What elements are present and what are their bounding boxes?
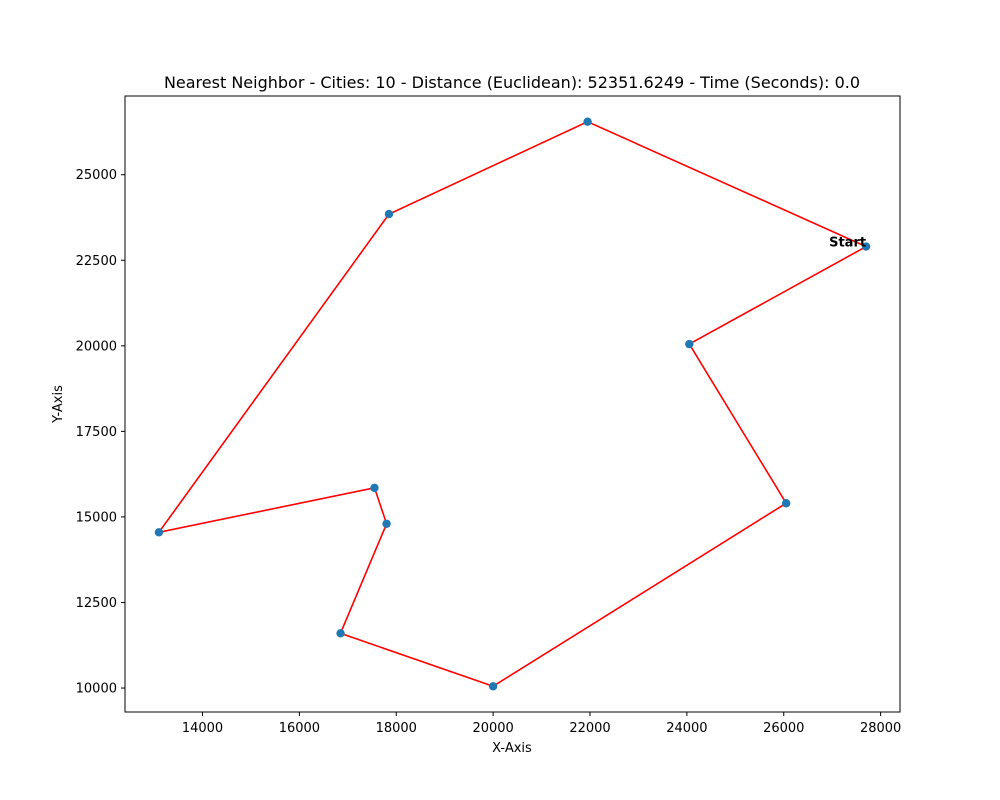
x-tick-label: 18000 — [376, 721, 417, 736]
x-tick-label: 22000 — [569, 721, 610, 736]
city-point — [384, 209, 394, 219]
x-tick-label: 16000 — [279, 721, 320, 736]
x-tick-label: 20000 — [472, 721, 513, 736]
x-axis-ticks: 14000 16000 18000 20000 22000 24000 26000 28000 — [182, 712, 901, 736]
y-tick-label: 15000 — [76, 510, 117, 525]
x-tick-label: 24000 — [666, 721, 707, 736]
y-tick-label: 17500 — [76, 425, 117, 440]
x-tick-label: 26000 — [763, 721, 804, 736]
city-point — [154, 528, 164, 537]
y-tick-label: 22500 — [76, 254, 117, 269]
city-point — [583, 117, 592, 126]
y-axis-ticks: 10000 12500 15000 17500 20000 22500 25000 — [76, 168, 125, 697]
city-point — [370, 483, 379, 493]
city-point — [382, 519, 391, 528]
chart-title: Nearest Neighbor - Cities: 10 - Distance… — [164, 73, 860, 92]
y-tick-label: 20000 — [76, 339, 117, 354]
y-tick-label: 25000 — [76, 168, 117, 183]
city-point — [861, 242, 871, 251]
y-axis-label: Y-Axis — [51, 385, 66, 424]
city-point — [781, 499, 791, 508]
y-tick-label: 12500 — [76, 596, 117, 611]
y-tick-label: 10000 — [76, 682, 117, 697]
city-point — [685, 339, 694, 349]
plot-frame — [124, 95, 901, 713]
city-point — [488, 682, 498, 691]
city-point — [336, 629, 345, 638]
start-annotation: Start — [829, 236, 866, 251]
x-axis-label: X-Axis — [492, 741, 532, 756]
point-layer — [154, 117, 871, 691]
x-tick-label: 14000 — [182, 721, 223, 736]
x-tick-label: 28000 — [860, 721, 901, 736]
